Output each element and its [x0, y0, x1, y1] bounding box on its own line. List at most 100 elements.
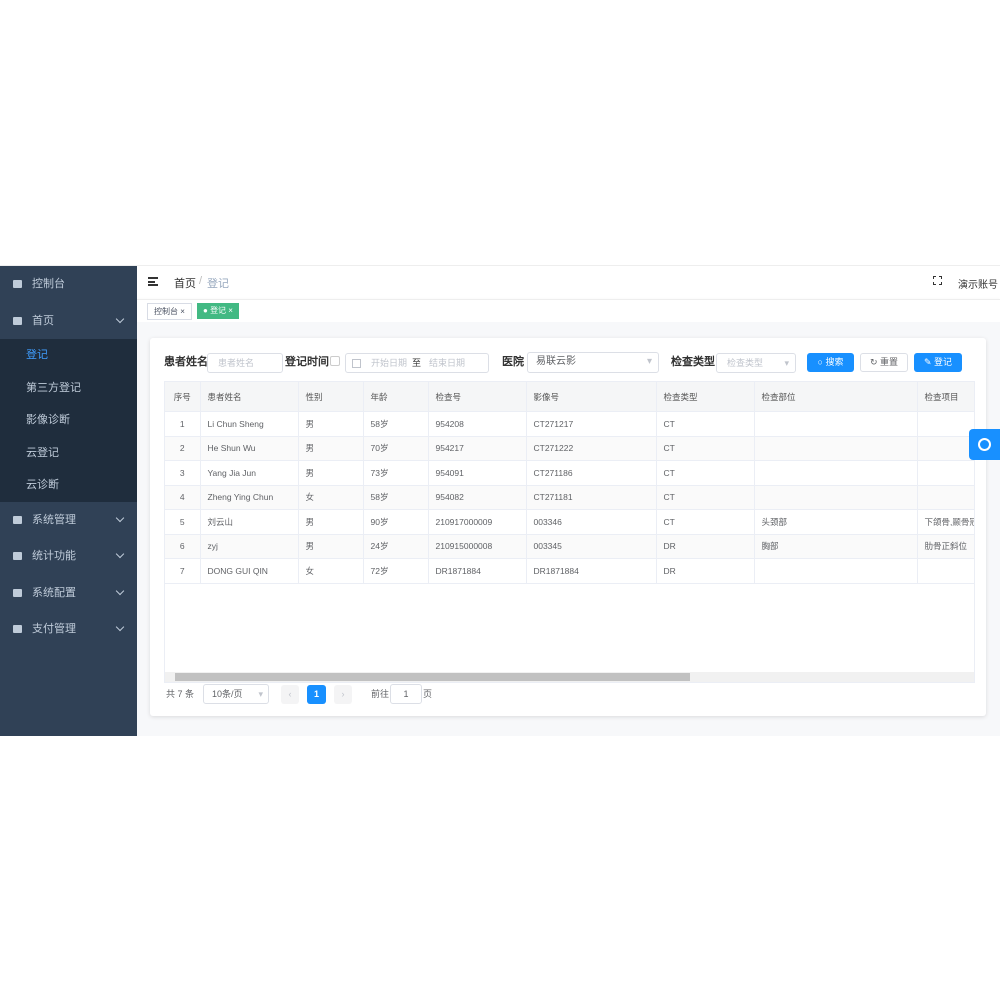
- submenu-item[interactable]: 云诊断: [0, 469, 137, 502]
- cell: 4: [165, 485, 201, 510]
- type-select[interactable]: 检查类型 ▾: [716, 353, 796, 373]
- cell: CT271222: [526, 436, 657, 461]
- cell: 5: [165, 509, 201, 535]
- column-header[interactable]: 年龄: [363, 382, 429, 412]
- menu-icon: [13, 625, 22, 633]
- hospital-select[interactable]: 易联云影 ▾: [527, 352, 659, 373]
- cell: CT: [656, 509, 755, 535]
- row[interactable]: 4 Zheng Ying Chun 女 58岁 954082 CT271181 CT: [165, 485, 974, 510]
- menu-item[interactable]: 系统配置: [0, 575, 137, 611]
- register-button[interactable]: ✎ 登记: [914, 353, 962, 372]
- submenu-item[interactable]: 影像诊断: [0, 404, 137, 437]
- cell: [917, 436, 974, 461]
- goto-suffix: 页: [423, 689, 433, 699]
- menu-item[interactable]: 控制台: [0, 266, 137, 302]
- menu-item[interactable]: 统计功能: [0, 538, 137, 574]
- date-range[interactable]: 开始日期 至 结束日期: [345, 353, 489, 373]
- submenu-item[interactable]: 云登记: [0, 436, 137, 470]
- cell: 6: [165, 534, 201, 559]
- column-header[interactable]: 检查类型: [656, 382, 755, 412]
- breadcrumb-sep: /: [199, 275, 203, 287]
- cell: [754, 558, 918, 584]
- start-date: 开始日期: [371, 358, 408, 368]
- menu-item[interactable]: 首页: [0, 303, 137, 339]
- label: 患者姓名: [164, 356, 208, 368]
- account[interactable]: 演示账号: [958, 280, 998, 291]
- tab[interactable]: 控制台 ×: [147, 303, 192, 320]
- column-header[interactable]: 性别: [298, 382, 364, 412]
- cell: 72岁: [363, 558, 429, 584]
- breadcrumb-home[interactable]: 首页: [174, 278, 196, 290]
- menu-label: 首页: [32, 314, 54, 327]
- separator: 至: [412, 358, 422, 368]
- cell: [754, 436, 918, 461]
- row[interactable]: 6 zyj 男 24岁 210915000008 003345 DR 胸部 肋骨正斜位: [165, 534, 974, 559]
- menu-item[interactable]: 支付管理: [0, 611, 137, 647]
- column-header[interactable]: 检查部位: [754, 382, 918, 412]
- row[interactable]: 1 Li Chun Sheng 男 58岁 954208 CT271217 CT: [165, 411, 974, 437]
- menu-label: 控制台: [32, 278, 65, 290]
- page-current[interactable]: 1: [307, 685, 326, 704]
- scrollbar[interactable]: [165, 672, 974, 682]
- cell: Zheng Ying Chun: [200, 485, 299, 510]
- cell: 男: [298, 534, 364, 559]
- select-placeholder: 检查类型: [727, 358, 764, 368]
- column-header[interactable]: 检查项目: [917, 382, 974, 412]
- reset-button[interactable]: ↻ 重置: [860, 353, 908, 372]
- cell: 954217: [428, 436, 527, 461]
- prev[interactable]: ‹: [281, 685, 299, 704]
- next[interactable]: ›: [334, 685, 352, 704]
- page-size[interactable]: 10条/页 ▾: [203, 684, 269, 704]
- gear-icon: [978, 438, 991, 451]
- row[interactable]: 7 DONG GUI QIN 女 72岁 DR1871884 DR1871884 DR: [165, 558, 974, 584]
- cell: CT: [656, 411, 755, 437]
- cell: 男: [298, 436, 364, 461]
- label: 登记时间: [285, 356, 329, 368]
- fullscreen-icon[interactable]: [933, 276, 942, 285]
- cell: He Shun Wu: [200, 436, 299, 461]
- cell: 954082: [428, 485, 527, 510]
- column-header[interactable]: 序号: [165, 382, 201, 412]
- goto-input[interactable]: 1: [390, 684, 422, 704]
- cell: 003346: [526, 509, 657, 535]
- submenu-label: 登记: [26, 349, 48, 361]
- menu-item[interactable]: 系统管理: [0, 502, 137, 538]
- app: 控制台 首页 登记 第三方登记 影像诊断 云登记 云诊断 系统管理 统计功能 系统配置 支付管理 首…: [0, 265, 1000, 736]
- caret: ▾: [258, 689, 263, 699]
- caret: ▾: [784, 358, 789, 368]
- checkbox[interactable]: [330, 356, 340, 366]
- name-input[interactable]: 患者姓名: [207, 353, 283, 373]
- row[interactable]: 2 He Shun Wu 男 70岁 954217 CT271222 CT: [165, 436, 974, 461]
- submenu-item[interactable]: 登记: [0, 339, 137, 372]
- column-header[interactable]: 影像号: [526, 382, 657, 412]
- column-header[interactable]: 检查号: [428, 382, 527, 412]
- cell: 胸部: [754, 534, 918, 559]
- header-row: 序号 患者姓名 性别 年龄 检查号 影像号 检查类型 检查部位 检查项目: [165, 382, 974, 412]
- menu-icon: [13, 588, 22, 597]
- cell: 女: [298, 558, 364, 584]
- cell: CT: [656, 485, 755, 510]
- cell: 男: [298, 509, 364, 535]
- cell: 男: [298, 460, 364, 486]
- tab-label: 登记: [210, 306, 227, 315]
- menu-icon: [13, 280, 22, 288]
- breadcrumb-current: 登记: [207, 278, 229, 290]
- cell: 1: [165, 411, 201, 437]
- scroll-thumb[interactable]: [175, 673, 690, 681]
- cell: 210917000009: [428, 509, 527, 535]
- cell: 女: [298, 485, 364, 510]
- hamburger[interactable]: [148, 277, 158, 286]
- cell: 003345: [526, 534, 657, 559]
- column-header[interactable]: 患者姓名: [200, 382, 299, 412]
- settings-button[interactable]: [969, 429, 1000, 460]
- cell: Yang Jia Jun: [200, 460, 299, 486]
- row[interactable]: 3 Yang Jia Jun 男 73岁 954091 CT271186 CT: [165, 460, 974, 486]
- cell: 24岁: [363, 534, 429, 559]
- tab-active[interactable]: ● 登记 ×: [197, 303, 239, 319]
- cell: DR: [656, 558, 755, 584]
- search-button[interactable]: ○ 搜索: [807, 353, 854, 372]
- submenu-item[interactable]: 第三方登记: [0, 371, 137, 405]
- end-date: 结束日期: [429, 358, 466, 368]
- submenu-label: 第三方登记: [26, 381, 81, 394]
